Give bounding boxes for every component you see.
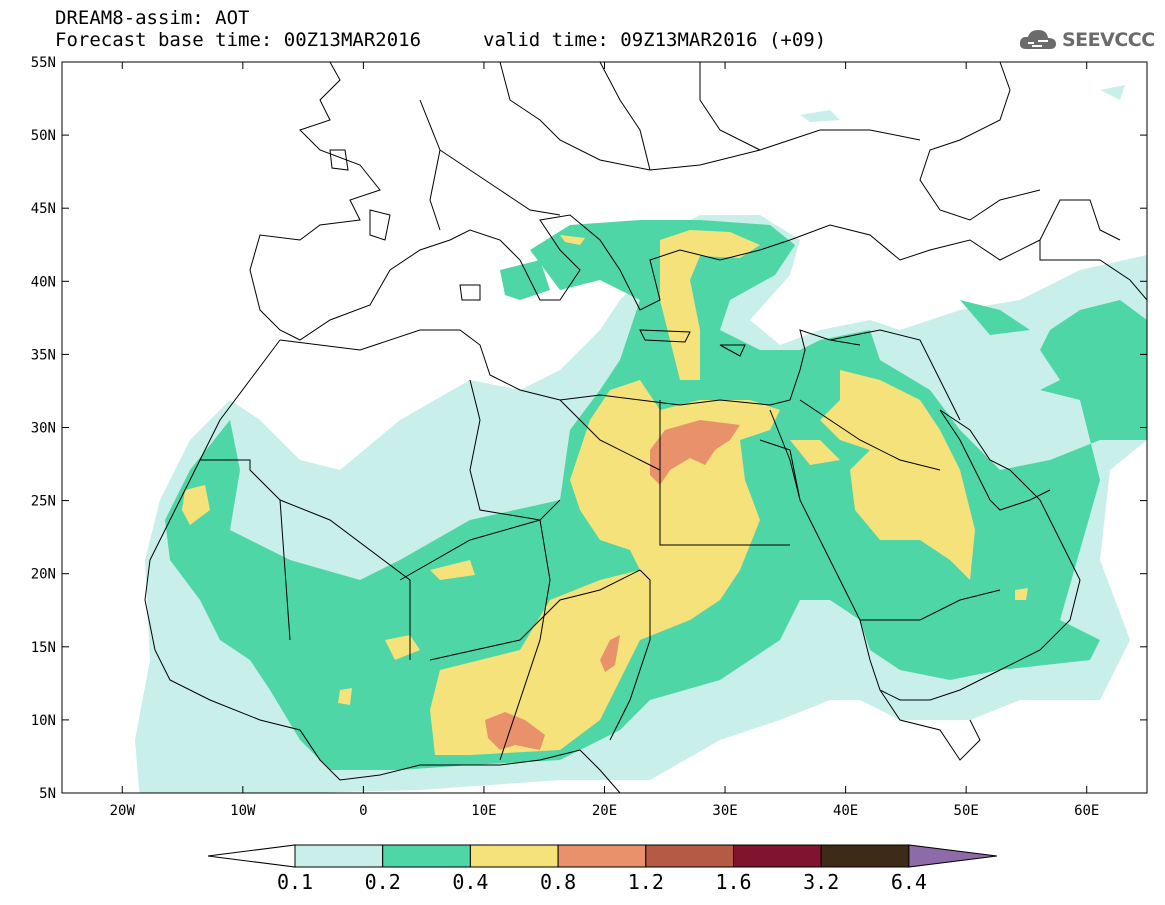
lat-label: 45N bbox=[31, 201, 56, 217]
colorbar-label: 6.4 bbox=[891, 870, 927, 894]
lat-label: 55N bbox=[31, 55, 56, 71]
colorbar-arrow-low bbox=[207, 844, 296, 868]
colorbar-segment bbox=[469, 844, 559, 868]
colorbar-segment bbox=[294, 844, 384, 868]
lon-label: 0 bbox=[359, 803, 367, 819]
colorbar-label: 0.2 bbox=[365, 870, 401, 894]
latitude-axis: 55N 50N 45N 40N 35N 30N 25N 20N 15N 10N 5N bbox=[31, 55, 1147, 802]
colorbar-arrow-high bbox=[908, 844, 997, 868]
lat-label: 5N bbox=[39, 786, 56, 802]
lon-label: 10W bbox=[230, 803, 256, 819]
colorbar-label: 1.6 bbox=[715, 870, 751, 894]
lat-label: 20N bbox=[31, 567, 56, 583]
colorbar-segment bbox=[733, 844, 822, 868]
lon-label: 20W bbox=[110, 803, 136, 819]
lat-label: 35N bbox=[31, 347, 56, 363]
contour-0.8-1.2 bbox=[485, 420, 740, 750]
lat-label: 50N bbox=[31, 128, 56, 144]
colorbar-segment bbox=[557, 844, 647, 868]
lat-label: 25N bbox=[31, 494, 56, 510]
colorbar: 0.1 0.2 0.4 0.8 1.2 1.6 3.2 6.4 bbox=[207, 844, 997, 894]
lat-label: 40N bbox=[31, 274, 56, 290]
lat-label: 10N bbox=[31, 713, 56, 729]
lon-label: 50E bbox=[954, 803, 979, 819]
lat-label: 30N bbox=[31, 421, 56, 437]
title-base-time: Forecast base time: 00Z13MAR2016 bbox=[55, 29, 422, 51]
colorbar-label: 0.8 bbox=[540, 870, 576, 894]
longitude-axis: 20W 10W 0 10E 20E 30E 40E 50E 60E bbox=[110, 62, 1099, 819]
cloud-icon bbox=[1019, 30, 1056, 49]
colorbar-label: 1.2 bbox=[628, 870, 664, 894]
seevccc-logo: SEEVCCC bbox=[1018, 26, 1155, 54]
lon-label: 10E bbox=[471, 803, 496, 819]
lon-label: 60E bbox=[1074, 803, 1099, 819]
colorbar-segment bbox=[645, 844, 734, 868]
lon-label: 40E bbox=[833, 803, 858, 819]
lon-label: 20E bbox=[592, 803, 617, 819]
title-line1: DREAM8-assim: AOT bbox=[55, 7, 250, 29]
lat-label: 15N bbox=[31, 640, 56, 656]
colorbar-segment bbox=[820, 844, 910, 868]
colorbar-label: 0.1 bbox=[277, 870, 313, 894]
coastlines-borders bbox=[144, 62, 1147, 793]
colorbar-segment bbox=[382, 844, 471, 868]
lon-label: 30E bbox=[712, 803, 737, 819]
title-valid-time: valid time: 09Z13MAR2016 (+09) bbox=[483, 29, 827, 51]
colorbar-label: 3.2 bbox=[803, 870, 839, 894]
colorbar-label: 0.4 bbox=[452, 870, 488, 894]
logo-text: SEEVCCC bbox=[1062, 29, 1155, 51]
aot-field bbox=[62, 62, 1147, 793]
